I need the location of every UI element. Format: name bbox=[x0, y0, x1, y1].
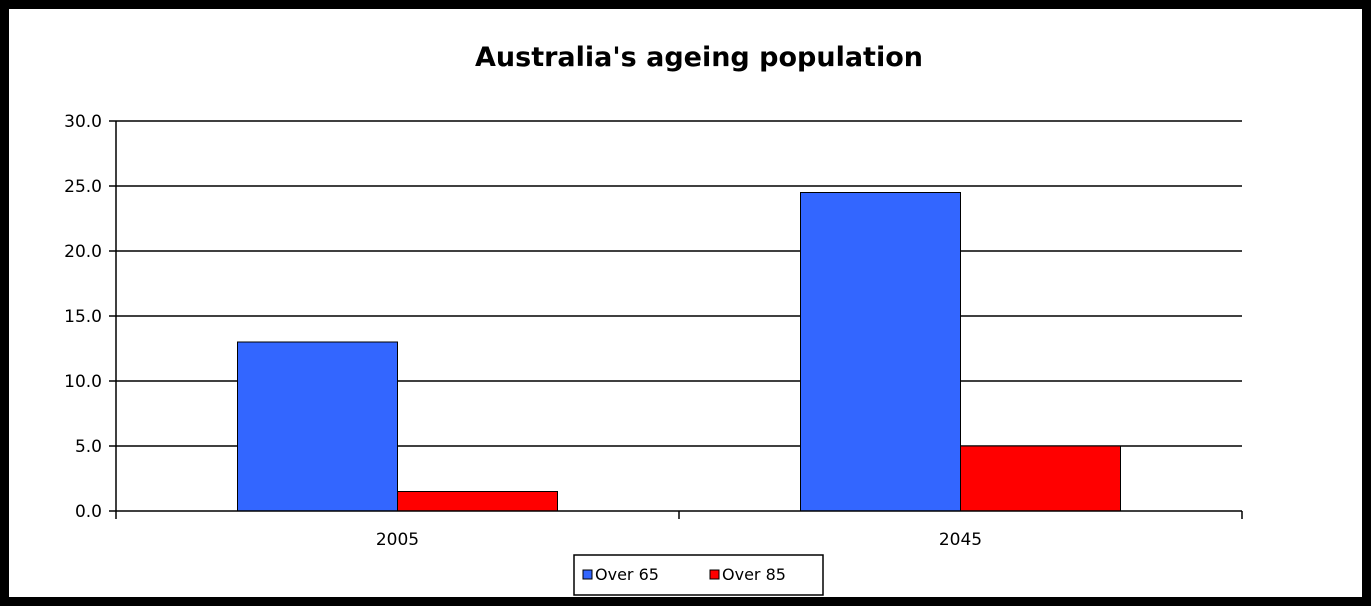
legend-label: Over 85 bbox=[722, 565, 786, 584]
chart-title: Australia's ageing population bbox=[475, 42, 923, 73]
y-tick-label: 5.0 bbox=[75, 437, 102, 457]
legend-box bbox=[573, 554, 824, 596]
y-axis: 0.0 5.0 10.0 15.0 20.0 25.0 30.0 bbox=[64, 112, 117, 522]
y-tick-label: 20.0 bbox=[64, 242, 102, 262]
legend-swatch bbox=[582, 569, 593, 580]
bar bbox=[397, 491, 558, 512]
y-tick-label: 30.0 bbox=[64, 112, 102, 132]
y-tick-label: 10.0 bbox=[64, 372, 102, 392]
chart-svg: Australia's ageing population 0.0 5.0 10.0… bbox=[64, 42, 1243, 596]
legend-swatch bbox=[709, 569, 720, 580]
y-tick-label: 0.0 bbox=[75, 502, 102, 522]
x-tick-label: 2045 bbox=[939, 530, 982, 550]
bar bbox=[800, 192, 961, 512]
bar bbox=[960, 445, 1121, 512]
y-tick-label: 15.0 bbox=[64, 307, 102, 327]
legend-label: Over 65 bbox=[595, 565, 659, 584]
bars bbox=[237, 192, 1121, 512]
bar bbox=[237, 341, 398, 512]
x-tick-label: 2005 bbox=[376, 530, 419, 550]
x-axis: 2005 2045 bbox=[115, 510, 1243, 550]
y-tick-label: 25.0 bbox=[64, 177, 102, 197]
legend: Over 65 Over 85 bbox=[573, 554, 824, 596]
